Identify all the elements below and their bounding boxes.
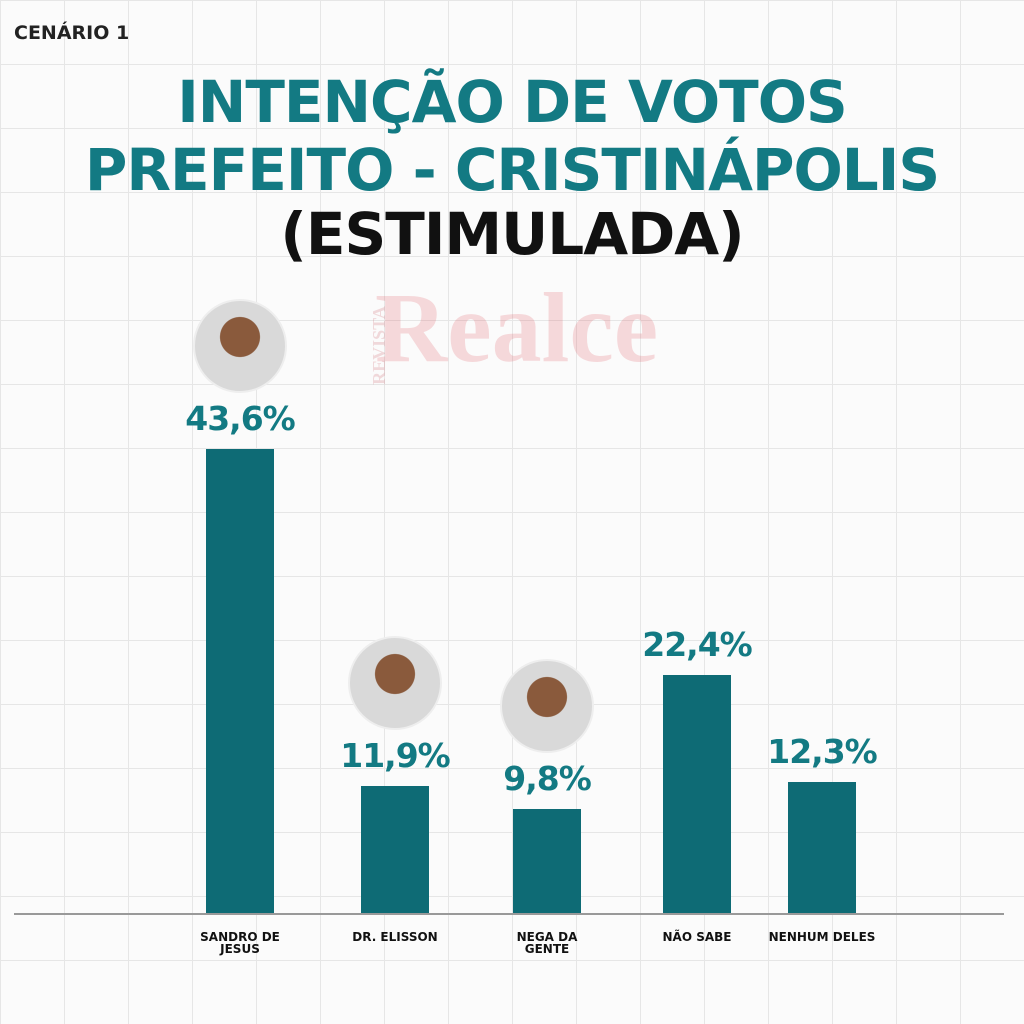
candidate-photo (193, 299, 287, 393)
candidate-photo (348, 636, 442, 731)
candidate-photo (500, 658, 594, 753)
x-tick-label: NEGA DA GENTE (516, 930, 578, 956)
bar (206, 449, 274, 913)
bar (663, 674, 731, 913)
bar (361, 786, 429, 913)
x-tick-label: NENHUM DELES (768, 930, 876, 944)
value-label: 43,6% (185, 399, 296, 438)
watermark: Realce (375, 272, 659, 383)
chart-title: INTENÇÃO DE VOTOS PREFEITO - CRISTINÁPOL… (84, 68, 940, 204)
bar (513, 808, 581, 913)
x-tick-label: NÃO SABE (662, 930, 732, 944)
baseline (14, 913, 1004, 915)
value-label: 9,8% (503, 758, 592, 798)
x-tick-label: DR. ELISSON (352, 930, 438, 944)
value-label: 22,4% (642, 624, 753, 664)
value-label: 11,9% (340, 736, 451, 776)
scenario-label: CENÁRIO 1 (14, 22, 130, 44)
bar (788, 782, 856, 913)
x-tick-label: SANDRO DE JESUS (200, 930, 280, 956)
value-label: 12,3% (767, 732, 878, 772)
chart-subtitle: (ESTIMULADA) (280, 200, 744, 268)
